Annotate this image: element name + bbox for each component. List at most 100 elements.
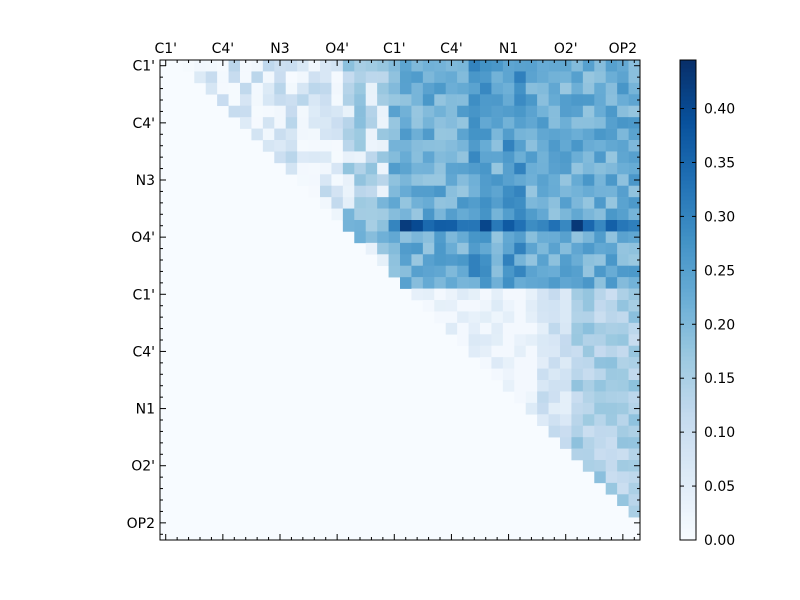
heatmap-cell (548, 311, 561, 324)
heatmap-cell (457, 311, 469, 324)
colorbar-segment (680, 440, 696, 445)
heatmap-cell (365, 162, 378, 175)
heatmap-cell (320, 128, 332, 141)
heatmap-cell (400, 242, 412, 255)
y-tick-label: C1' (132, 287, 155, 303)
heatmap-cell (548, 277, 561, 289)
heatmap-cell (617, 322, 629, 335)
heatmap-cell (422, 140, 435, 152)
heatmap-cell (285, 162, 298, 175)
heatmap-cell (525, 208, 538, 221)
heatmap-cell (514, 380, 527, 392)
heatmap-cell (468, 322, 481, 335)
heatmap-cell (514, 60, 527, 72)
heatmap-cell (560, 277, 572, 289)
heatmap-cell (525, 288, 538, 301)
colorbar-segment (680, 248, 696, 253)
colorbar-segment (680, 300, 696, 305)
colorbar-segment (680, 404, 696, 409)
heatmap-cells (160, 60, 641, 540)
colorbar-tick-label: 0.10 (704, 425, 735, 441)
heatmap-cell (582, 220, 595, 232)
heatmap-cell (525, 311, 538, 324)
heatmap-cell (411, 140, 424, 152)
colorbar-segment (680, 420, 696, 425)
heatmap-cell (285, 71, 298, 84)
heatmap-cell (434, 128, 447, 141)
heatmap-cell (582, 105, 595, 118)
colorbar-segment (680, 368, 696, 373)
heatmap-cell (285, 94, 298, 107)
heatmap-cell (628, 208, 641, 221)
colorbar-segment (680, 408, 696, 413)
heatmap-cell (605, 482, 618, 495)
heatmap-cell (400, 60, 412, 72)
heatmap-cell (537, 414, 549, 427)
heatmap-cell (491, 105, 504, 118)
heatmap-cell (411, 82, 424, 95)
heatmap-cell (582, 277, 595, 289)
heatmap-cell (285, 140, 298, 152)
heatmap-cell (434, 220, 447, 232)
colorbar-segment (680, 500, 696, 505)
heatmap-cell (480, 231, 492, 244)
heatmap-cell (422, 231, 435, 244)
heatmap-cell (605, 185, 618, 198)
heatmap-cell (422, 300, 435, 312)
heatmap-cell (480, 311, 492, 324)
heatmap-cell (308, 71, 321, 84)
heatmap-cell (514, 391, 527, 404)
heatmap-cell (445, 277, 458, 289)
heatmap-cell (342, 128, 355, 141)
heatmap-cell (617, 425, 629, 438)
heatmap-cell (274, 94, 287, 107)
heatmap-cell (502, 185, 515, 198)
heatmap-cell (617, 185, 629, 198)
y-tick-label: C4' (132, 116, 155, 132)
heatmap-cell (617, 300, 629, 312)
heatmap-cell (434, 94, 447, 107)
heatmap-cell (582, 322, 595, 335)
heatmap-cell (434, 208, 447, 221)
heatmap-cell (617, 494, 629, 507)
heatmap-cell (605, 300, 618, 312)
heatmap-cell (228, 94, 241, 107)
heatmap-cell (377, 185, 389, 198)
colorbar-segment (680, 224, 696, 229)
heatmap-cell (594, 71, 607, 84)
heatmap-cell (331, 197, 344, 209)
heatmap-cell (365, 82, 378, 95)
heatmap-cell (365, 94, 378, 107)
heatmap-cell (194, 60, 207, 72)
heatmap-cell (560, 300, 572, 312)
heatmap-cell (445, 242, 458, 255)
heatmap-cell (628, 311, 641, 324)
heatmap-cell (617, 334, 629, 347)
colorbar-segment (680, 464, 696, 469)
heatmap-cell (514, 151, 527, 164)
heatmap-cell (537, 140, 549, 152)
heatmap-cell (582, 425, 595, 438)
heatmap-cell (434, 82, 447, 95)
heatmap-cell (571, 448, 584, 461)
heatmap-cell (514, 140, 527, 152)
heatmap-cell (582, 94, 595, 107)
heatmap-cell (228, 82, 241, 95)
heatmap-cell (582, 300, 595, 312)
heatmap-cell (502, 265, 515, 278)
heatmap-cell (502, 197, 515, 209)
colorbar-segment (680, 312, 696, 317)
heatmap-cell (525, 220, 538, 232)
heatmap-cell (468, 220, 481, 232)
heatmap-cell (571, 437, 584, 449)
colorbar-segment (680, 128, 696, 133)
heatmap-cell (331, 128, 344, 141)
heatmap-cell (274, 71, 287, 84)
heatmap-cell (514, 82, 527, 95)
heatmap-cell (617, 437, 629, 449)
heatmap-cell (251, 94, 264, 107)
colorbar-segment (680, 536, 696, 541)
heatmap-cell (411, 60, 424, 72)
heatmap-cell (502, 128, 515, 141)
heatmap-cell (468, 162, 481, 175)
